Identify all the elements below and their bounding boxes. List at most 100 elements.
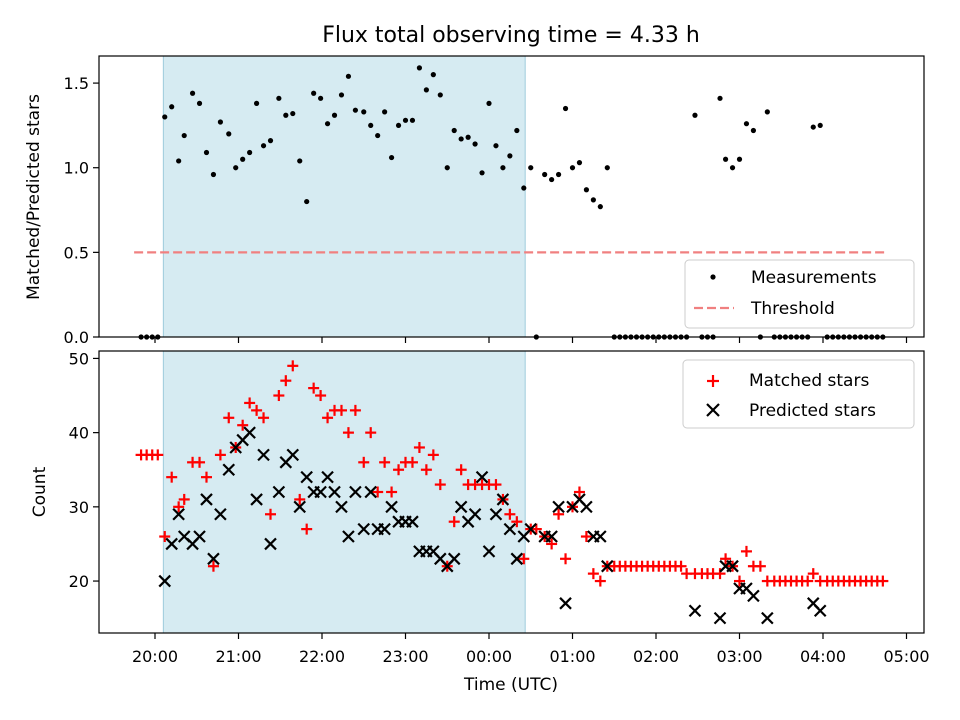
measurement-point	[555, 171, 562, 178]
measurement-point	[743, 121, 750, 127]
predicted-star-point	[257, 448, 270, 462]
measurement-point	[583, 187, 590, 193]
top-panel: 0.0 0.5 1.0 1.5 Flux total observing time =…	[24, 23, 925, 347]
top-axis-ticks: 0.0 0.5 1.0 1.5	[64, 74, 908, 347]
predicted-star-point	[214, 507, 227, 521]
predicted-star-point	[761, 611, 774, 625]
measurement-point	[203, 149, 210, 156]
measurement-point	[181, 132, 187, 139]
matched-star-point	[420, 464, 432, 476]
predicted-star-point	[193, 530, 206, 543]
predicted-star-point	[378, 522, 391, 536]
measurement-point	[324, 121, 331, 127]
matched-star-point	[280, 375, 292, 387]
predicted-star-point	[293, 500, 307, 514]
top-y-tick-label: 0.5	[64, 243, 89, 262]
predicted-star-point	[321, 470, 334, 484]
measurement-point	[267, 138, 274, 144]
legend-measurements-marker	[710, 274, 716, 280]
matched-star-point	[342, 427, 354, 439]
matched-star-point	[379, 456, 391, 468]
measurement-point	[722, 156, 729, 162]
bottom-axis-ticks: 20 30 40 50 20:00 21:00 22:00 23:00 00:00 01:00 02…	[69, 349, 930, 666]
matched-star-point	[807, 568, 819, 580]
predicted-star-point	[349, 485, 362, 499]
matched-star-point	[349, 404, 361, 416]
measurement-point	[290, 110, 296, 117]
matched-star-point	[152, 449, 164, 461]
predicted-star-point	[406, 515, 419, 528]
predicted-star-point	[713, 611, 727, 625]
matched-star-point	[455, 464, 467, 476]
matched-star-point	[802, 575, 814, 587]
measurement-point	[528, 165, 534, 171]
legend-predicted-label: Predicted stars	[749, 401, 876, 421]
measurement-point	[338, 92, 345, 98]
matched-star-point	[237, 419, 249, 431]
bottom-y-tick-label: 40	[69, 424, 89, 443]
predicted-star-point	[207, 552, 220, 566]
legend-predicted-marker	[706, 403, 720, 417]
measurement-point	[542, 171, 548, 178]
measurement-point	[352, 107, 358, 113]
x-tick-label: 04:00	[800, 647, 846, 666]
x-tick-label: 21:00	[215, 647, 261, 666]
matched-star-point	[734, 575, 745, 587]
measurement-point	[562, 105, 569, 112]
top-observing-span	[162, 55, 526, 338]
top-y-tick-label: 1.5	[64, 74, 89, 93]
matched-star-point	[573, 486, 585, 498]
matched-star-point	[335, 404, 347, 416]
predicted-star-point	[200, 493, 213, 506]
measurement-point	[375, 132, 381, 139]
measurement-point	[692, 112, 698, 118]
measurement-point	[409, 117, 416, 123]
measurement-point	[437, 92, 443, 98]
matched-star-point	[308, 382, 320, 394]
matched-star-point	[877, 575, 889, 587]
measurement-point	[493, 143, 499, 149]
measurement-point	[451, 127, 457, 134]
measurement-point	[507, 153, 513, 159]
bottom-y-axis-label: Count	[30, 466, 50, 517]
x-tick-label: 00:00	[466, 647, 512, 666]
predicted-star-point	[243, 426, 256, 439]
x-axis-label: Time (UTC)	[463, 675, 558, 695]
chart-title: Flux total observing time = 4.33 h	[322, 23, 700, 48]
measurement-point	[479, 170, 485, 176]
measurement-point	[430, 72, 436, 78]
measurement-point	[247, 149, 253, 156]
matched-star-point	[448, 516, 460, 528]
predicted-star-point	[222, 463, 236, 477]
measurement-point	[590, 197, 596, 203]
bottom-legend: Matched stars Predicted stars	[682, 359, 915, 429]
predicted-star-point	[545, 530, 558, 543]
matched-star-point	[200, 471, 212, 483]
measurement-point	[486, 100, 492, 106]
matched-star-point	[511, 516, 523, 528]
matched-star-point	[358, 456, 370, 468]
measurement-point	[196, 100, 203, 106]
measurement-point	[368, 122, 374, 129]
top-y-tick-label: 1.0	[64, 159, 89, 178]
predicted-star-point	[559, 597, 572, 610]
measurement-point	[189, 90, 196, 96]
top-legend-box	[684, 259, 915, 329]
matched-star-point	[406, 456, 418, 468]
predicted-star-point	[447, 552, 461, 566]
matched-star-point	[322, 412, 334, 424]
matched-stars-points	[135, 360, 889, 587]
measurement-point	[465, 134, 471, 140]
predicted-star-point	[264, 537, 277, 551]
measurement-point	[276, 95, 282, 101]
measurement-point	[500, 165, 506, 171]
x-tick-label: 05:00	[883, 647, 929, 666]
measurement-point	[729, 165, 736, 171]
predicted-star-point	[601, 559, 614, 573]
matched-star-point	[386, 486, 398, 498]
predicted-star-point	[272, 485, 286, 499]
measurement-point	[318, 95, 324, 101]
measurement-point	[169, 104, 175, 110]
measurement-point	[750, 127, 757, 134]
matched-star-point	[427, 449, 439, 461]
